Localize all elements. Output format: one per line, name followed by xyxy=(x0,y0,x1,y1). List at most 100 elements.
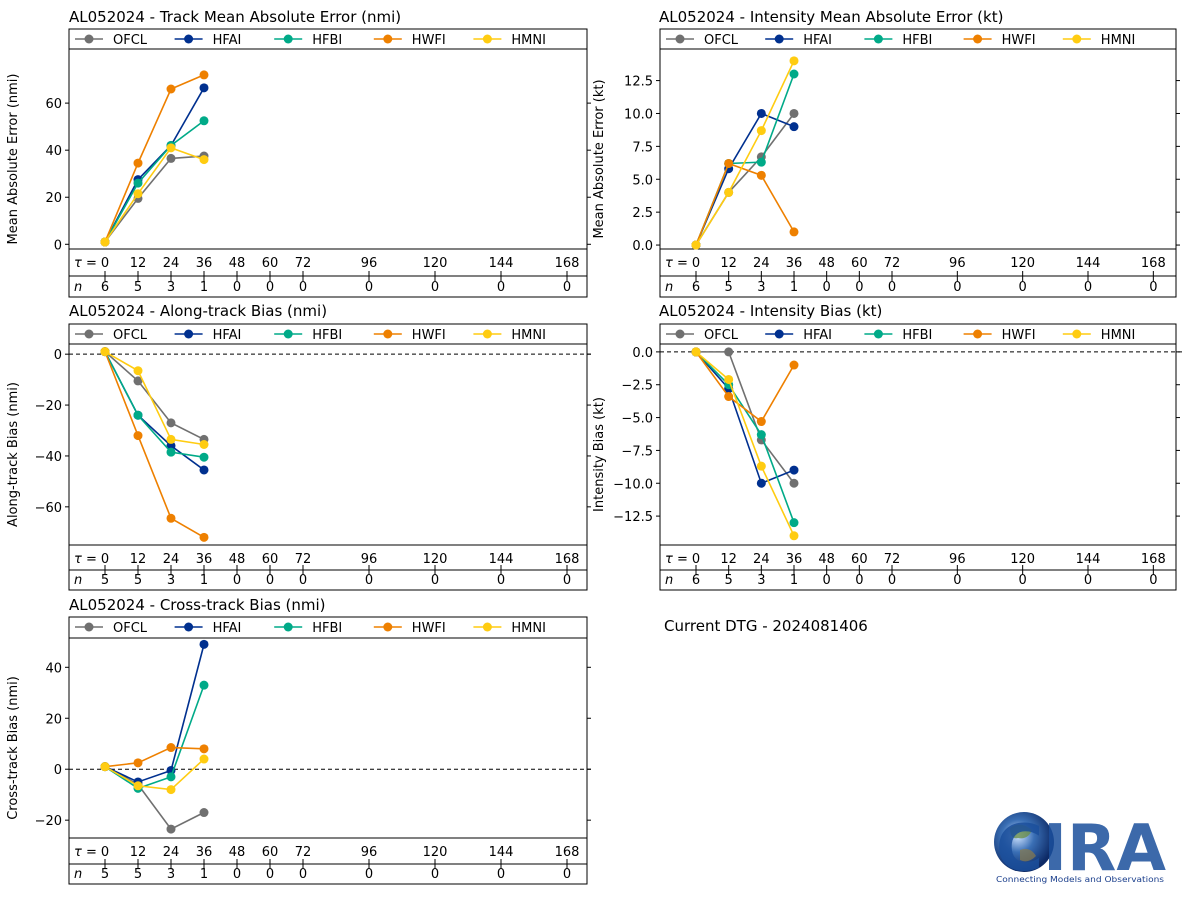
cross-tau-prefix: τ = xyxy=(74,845,97,860)
intbias-series-line-hmni xyxy=(695,351,795,537)
intensity-n-count: 0 xyxy=(1084,280,1092,295)
track-legend-label-hfbi: HFBI xyxy=(312,33,342,48)
along-tau-label: 144 xyxy=(489,552,514,567)
intbias-tau-label: 36 xyxy=(786,552,803,567)
cross-tau-label: 48 xyxy=(229,845,246,860)
along-point-hfai xyxy=(166,441,176,451)
track-point-hfbi xyxy=(100,237,110,247)
along-n-count: 0 xyxy=(233,573,241,588)
intensity-series-line-hmni xyxy=(695,60,795,246)
cross-ytick-label: 20 xyxy=(45,712,62,727)
panel-title-intbias: AL052024 - Intensity Bias (kt) xyxy=(659,302,883,320)
track-legend-marker-hfai xyxy=(184,34,194,44)
along-tau-label: 168 xyxy=(555,552,580,567)
intensity-tau-label: 144 xyxy=(1076,256,1101,271)
intensity-series-line-hwfi xyxy=(695,162,795,246)
track-n-count: 0 xyxy=(563,280,571,295)
cross-ytick-label: 0 xyxy=(54,763,62,778)
intbias-frame xyxy=(659,323,1177,591)
track-point-hwfi xyxy=(100,237,110,247)
intensity-tau-label: 12 xyxy=(720,256,737,271)
cross-point-hwfi xyxy=(100,762,110,772)
along-tau-label: 0 xyxy=(101,552,109,567)
track-n-count: 6 xyxy=(101,280,109,295)
along-frame xyxy=(68,323,588,591)
along-tau-label: 24 xyxy=(163,552,180,567)
along-point-hmni xyxy=(199,440,209,449)
intensity-n-count: 0 xyxy=(855,280,863,295)
intbias-series-line-hfai xyxy=(695,351,795,485)
along-point-hfbi xyxy=(100,347,110,357)
intensity-point-hmni xyxy=(724,187,734,197)
intbias-n-count: 0 xyxy=(1019,573,1027,588)
intbias-n-count: 3 xyxy=(757,573,765,588)
intensity-tau-label: 0 xyxy=(692,256,700,271)
intensity-n-count: 5 xyxy=(725,280,733,295)
intbias-n-prefix: n xyxy=(665,573,673,588)
track-series-line-hfbi xyxy=(104,120,205,243)
cross-tau-label: 12 xyxy=(130,845,147,860)
along-point-hfai xyxy=(100,347,110,357)
intensity-point-hfbi xyxy=(724,158,734,168)
cross-n-count: 5 xyxy=(134,867,142,882)
intensity-n-count: 3 xyxy=(757,280,765,295)
intensity-legend-marker-ofcl xyxy=(675,34,685,44)
intensity-n-count: 0 xyxy=(888,280,896,295)
along-point-hfbi xyxy=(166,447,176,457)
intensity-tau-label: 60 xyxy=(851,256,868,271)
track-n-count: 5 xyxy=(134,280,142,295)
track-legend-marker-ofcl xyxy=(84,34,94,44)
cross-n-count: 1 xyxy=(200,867,208,882)
intensity-point-hfbi xyxy=(756,157,766,167)
panel-title-cross: AL052024 - Cross-track Bias (nmi) xyxy=(69,596,326,614)
intensity-point-ofcl xyxy=(756,152,766,162)
track-point-hmni xyxy=(199,155,209,165)
intbias-n-count: 0 xyxy=(888,573,896,588)
along-n-count: 0 xyxy=(497,573,505,588)
track-n-count: 0 xyxy=(431,280,439,295)
along-point-hfbi xyxy=(199,452,209,462)
cross-point-hfbi xyxy=(100,762,110,772)
track-legend-marker-hmni xyxy=(482,34,492,44)
intensity-legend-marker-hfai xyxy=(774,34,784,44)
along-series-line-hmni xyxy=(104,350,205,446)
along-ytick-label: −60 xyxy=(35,501,62,516)
intbias-tau-label: 48 xyxy=(818,552,835,567)
track-series-line-hwfi xyxy=(104,74,205,243)
cross-point-hfbi xyxy=(166,772,176,782)
intensity-point-hfai xyxy=(724,164,734,174)
intensity-point-ofcl xyxy=(691,240,701,250)
intbias-tau-label: 96 xyxy=(949,552,966,567)
track-n-prefix: n xyxy=(74,280,82,295)
intbias-point-ofcl xyxy=(789,478,799,488)
track-tau-label: 168 xyxy=(555,256,580,271)
logo-tagline: Connecting Models and Observations xyxy=(996,875,1164,884)
track-legend-label-hwfi: HWFI xyxy=(412,33,446,48)
track-tau-label: 48 xyxy=(229,256,246,271)
cross-point-hwfi xyxy=(199,744,209,754)
along-series-line-hwfi xyxy=(104,351,205,539)
intensity-point-hmni xyxy=(756,126,766,136)
intbias-legend-marker-ofcl xyxy=(675,329,685,339)
track-point-hfai xyxy=(100,237,110,247)
cross-point-hfai xyxy=(133,777,143,787)
along-tau-label: 96 xyxy=(361,552,378,567)
cross-n-prefix: n xyxy=(74,867,82,882)
intensity-legend-label-hfai: HFAI xyxy=(803,33,832,48)
track-point-hwfi xyxy=(166,84,176,94)
along-tau-prefix: τ = xyxy=(74,552,97,567)
cross-legend-marker-hfbi xyxy=(283,622,293,632)
intensity-n-count: 6 xyxy=(692,280,700,295)
track-tau-label: 120 xyxy=(423,256,448,271)
track-tau-prefix: τ = xyxy=(74,256,97,271)
track-tau-label: 12 xyxy=(130,256,147,271)
cross-legend-label-hmni: HMNI xyxy=(511,621,546,636)
cross-tau-label: 96 xyxy=(361,845,378,860)
intbias-point-hmni xyxy=(724,374,734,384)
track-tau-label: 0 xyxy=(101,256,109,271)
along-point-ofcl xyxy=(100,347,110,357)
intbias-point-hfbi xyxy=(756,430,766,440)
intbias-tau-prefix: τ = xyxy=(665,552,688,567)
cross-series-line-hwfi xyxy=(104,746,205,768)
intbias-ytick-label: −5.0 xyxy=(621,412,653,427)
